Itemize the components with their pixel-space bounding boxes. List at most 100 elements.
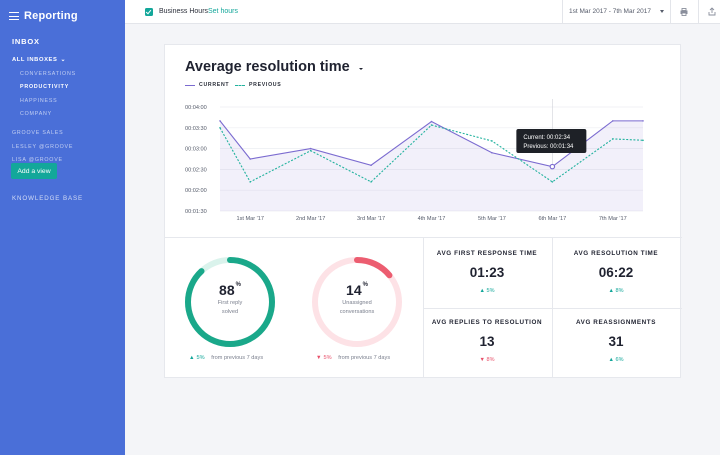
previous-point	[370, 181, 372, 183]
stat-title: AVG REPLIES TO RESOLUTION	[431, 319, 543, 326]
donut-arc	[312, 257, 402, 347]
stat-delta: ▲ 5%	[423, 288, 551, 294]
delta-caption: from previous 7 days	[338, 355, 391, 361]
sidebar-item-happiness[interactable]: HAPPINESS	[20, 97, 58, 104]
current-point	[249, 158, 252, 160]
stat-first-response: AVG FIRST RESPONSE TIME 01:23 ▲ 5%	[423, 250, 551, 294]
unassigned-label-line2: conversations	[339, 308, 375, 315]
donut-arc	[185, 257, 275, 347]
stat-replies-to-resolution: AVG REPLIES TO RESOLUTION 13 ▼ 8%	[423, 319, 551, 363]
current-point	[219, 120, 221, 122]
export-icon[interactable]	[708, 7, 716, 16]
sidebar: Reporting INBOX ALL INBOXES ⌄ CONVERSATI…	[0, 0, 125, 455]
stat-delta-value: 6%	[615, 357, 624, 363]
previous-point	[551, 181, 554, 183]
unassigned-donut	[312, 257, 402, 347]
arrow-up-icon: ▲	[608, 288, 616, 294]
legend-swatch-current	[185, 84, 195, 86]
tooltip-previous: Previous: 00:01:34	[523, 144, 574, 150]
first-reply-label-line1: First reply	[217, 300, 243, 306]
all-inboxes-dropdown[interactable]: ALL INBOXES ⌄	[0, 56, 125, 64]
print-icon[interactable]	[680, 8, 688, 16]
tooltip-box	[516, 129, 587, 153]
stat-value: 13	[479, 334, 495, 349]
current-point	[430, 120, 433, 123]
x-tick-label: 3rd Mar '17	[357, 216, 385, 222]
add-view-button[interactable]: Add a view	[11, 163, 57, 179]
stat-delta-value: 8%	[615, 288, 624, 294]
stat-title: AVG REASSIGNMENTS	[575, 319, 657, 326]
business-hours-label: Business Hours	[159, 7, 209, 15]
first-reply-value: 88%	[195, 282, 265, 298]
sidebar-item-knowledge-base[interactable]: KNOWLEDGE BASE	[12, 195, 84, 202]
chevron-down-icon: ⌄	[60, 57, 67, 63]
unassigned-number: 14	[346, 282, 362, 298]
x-tick-label: 1st Mar '17	[236, 216, 264, 222]
stat-delta-value: 8%	[486, 357, 495, 363]
stat-delta: ▲ 6%	[552, 357, 680, 363]
y-tick-label: 00:02:00	[185, 188, 207, 194]
inbox-heading: INBOX	[12, 37, 40, 46]
sidebar-item-conversations[interactable]: CONVERSATIONS	[20, 70, 76, 77]
previous-point	[491, 140, 493, 142]
sidebar-item-productivity[interactable]: PRODUCTIVITY	[20, 84, 70, 90]
first-reply-label-line2: solved	[221, 308, 239, 315]
stat-title: AVG RESOLUTION TIME	[573, 250, 659, 257]
first-reply-donut	[185, 257, 275, 347]
all-inboxes-label: ALL INBOXES	[12, 56, 58, 63]
previous-point	[219, 127, 221, 129]
x-tick-label: 2nd Mar '17	[296, 216, 325, 222]
stat-reassignments: AVG REASSIGNMENTS 31 ▲ 6%	[552, 319, 680, 363]
stat-delta: ▲ 8%	[552, 288, 680, 294]
first-reply-number: 88	[219, 282, 235, 298]
caret-down-icon[interactable]	[359, 68, 363, 70]
sidebar-item-groove-sales[interactable]: GROOVE SALES	[12, 130, 64, 136]
previous-point	[430, 124, 433, 126]
unassigned-label: Unassigned conversations	[322, 299, 392, 316]
sidebar-item-lisa-groove[interactable]: LISA @GROOVE	[12, 157, 63, 163]
percent-unit: %	[235, 282, 241, 288]
report-title[interactable]: Average resolution time	[185, 59, 350, 75]
tooltip-current: Current: 00:02:34	[523, 135, 570, 141]
divider	[423, 237, 424, 378]
stat-delta-value: 5%	[486, 288, 495, 294]
line-chart: 00:01:30 00:02:00 00:02:30 00:03:00 00:03:30…	[185, 99, 644, 222]
x-tick-label: 6th Mar '17	[538, 216, 566, 222]
previous-point	[249, 181, 252, 183]
divider	[562, 0, 563, 24]
x-tick-label: 5th Mar '17	[478, 216, 506, 222]
hover-point	[549, 163, 556, 170]
menu-icon[interactable]	[9, 12, 19, 20]
arrow-up-icon: ▲	[189, 355, 195, 361]
legend-previous: PREVIOUS	[235, 82, 281, 88]
app-title: Reporting	[24, 10, 78, 22]
stat-resolution-time: AVG RESOLUTION TIME 06:22 ▲ 8%	[552, 250, 680, 294]
sidebar-item-lesley-groove[interactable]: LESLEY @GROOVE	[12, 143, 74, 150]
legend-swatch-previous	[235, 84, 245, 86]
stat-value: 31	[608, 334, 624, 349]
arrow-down-icon: ▼	[316, 355, 322, 361]
percent-unit: %	[362, 282, 368, 288]
arrow-up-icon: ▲	[479, 288, 487, 294]
previous-point	[642, 139, 644, 142]
caret-down-icon[interactable]	[660, 10, 664, 13]
first-reply-delta: ▲ 5% from previous 7 days	[189, 355, 263, 361]
delta-value: 5%	[323, 355, 332, 361]
unassigned-value: 14%	[322, 282, 392, 298]
unassigned-label-line1: Unassigned	[342, 300, 372, 306]
stat-value: 06:22	[598, 265, 634, 280]
previous-point	[309, 149, 312, 152]
current-point	[642, 120, 644, 122]
set-hours-link[interactable]: Set hours	[208, 7, 238, 15]
date-range-picker[interactable]: 1st Mar 2017 - 7th Mar 2017	[569, 8, 652, 15]
unassigned-delta: ▼ 5% from previous 7 days	[316, 355, 390, 361]
sidebar-header: Reporting	[0, 0, 125, 32]
first-reply-label: First reply solved	[195, 299, 265, 316]
y-tick-label: 00:04:00	[185, 105, 207, 111]
sidebar-item-company[interactable]: COMPANY	[20, 111, 52, 117]
current-point	[309, 147, 312, 150]
business-hours-checkbox[interactable]	[145, 8, 153, 16]
stat-title: AVG FIRST RESPONSE TIME	[436, 250, 538, 257]
y-tick-label: 00:01:30	[185, 209, 207, 215]
current-point	[370, 164, 372, 167]
